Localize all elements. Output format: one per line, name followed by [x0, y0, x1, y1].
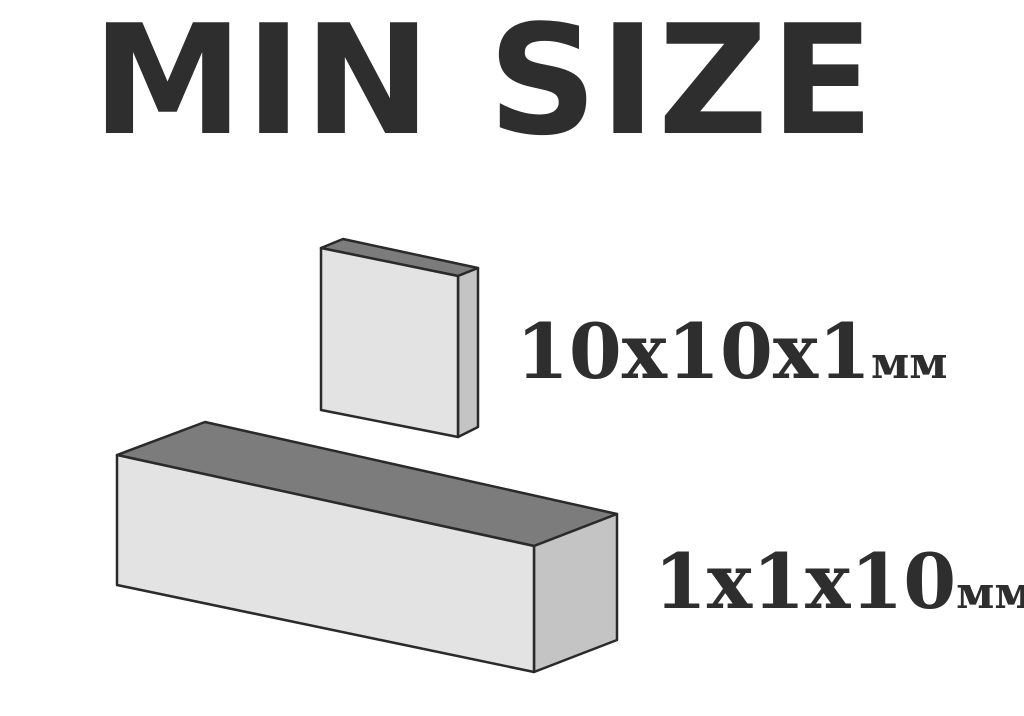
bar-front-face	[115, 453, 536, 674]
plate-magnet	[319, 237, 480, 439]
bar-magnet	[115, 420, 619, 674]
plate-front-face	[319, 246, 460, 439]
plate-side-face	[456, 266, 480, 439]
page-title: MIN SIZE	[92, 0, 877, 169]
bar-dimensions: 1x1x10	[654, 537, 957, 626]
bar-dimension-label: 1x1x10мм	[654, 544, 1024, 620]
plate-dimension-label: 10x10x1мм	[516, 314, 947, 390]
plate-unit: мм	[871, 338, 948, 389]
bar-unit: мм	[956, 568, 1024, 619]
plate-dimensions: 10x10x1	[516, 307, 872, 396]
